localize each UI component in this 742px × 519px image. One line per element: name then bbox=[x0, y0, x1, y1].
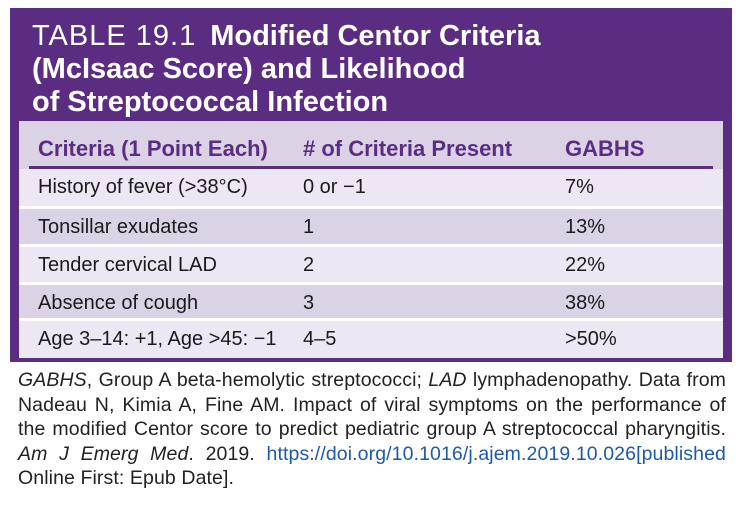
table-header: Criteria (1 Point Each) # of Criteria Pr… bbox=[29, 130, 713, 169]
cell-count: 4–5 bbox=[303, 328, 337, 350]
cell-gabhs: 22% bbox=[565, 254, 606, 276]
table-row: Age 3–14: +1, Age >45: −1 4–5 >50% bbox=[19, 321, 723, 358]
table-row: Tonsillar exudates 1 13% bbox=[19, 209, 723, 246]
cell-gabhs: 13% bbox=[565, 216, 606, 238]
citation-tail: Online First: Epub Date]. bbox=[18, 467, 235, 489]
cell-gabhs: 38% bbox=[565, 292, 606, 314]
table-label: TABLE 19.1 bbox=[32, 20, 197, 52]
title-line-3: of Streptococcal Infection bbox=[32, 86, 389, 118]
table-row: Absence of cough 3 38% bbox=[19, 285, 723, 322]
cell-criteria: Age 3–14: +1, Age >45: −1 bbox=[38, 328, 277, 350]
title-text-1: Modified Centor Criteria bbox=[210, 20, 541, 52]
abbr-lad: LAD bbox=[428, 369, 467, 391]
cell-criteria: Absence of cough bbox=[38, 292, 199, 314]
citation-year: . 2019. bbox=[188, 442, 267, 465]
row-divider bbox=[19, 282, 723, 285]
table-footnote: GABHS, Group A beta-hemolytic streptococ… bbox=[18, 368, 726, 491]
criteria-table: Criteria (1 Point Each) # of Criteria Pr… bbox=[19, 121, 723, 358]
cell-count: 3 bbox=[303, 292, 315, 314]
def-gabhs: , Group A beta-hemolytic streptococci; bbox=[86, 369, 429, 391]
cell-criteria: Tonsillar exudates bbox=[38, 216, 199, 238]
table-title: TABLE 19.1 Modified Centor Criteria (McIs… bbox=[32, 20, 732, 119]
cell-gabhs: 7% bbox=[565, 176, 594, 198]
header-criteria: Criteria (1 Point Each) bbox=[38, 136, 268, 161]
header-gabhs: GABHS bbox=[565, 136, 645, 161]
published-link[interactable]: [published bbox=[636, 442, 726, 465]
row-divider bbox=[19, 244, 723, 247]
def-lad-and-source: lymphadenopathy. Data from Nadeau N, Kim… bbox=[18, 369, 726, 440]
row-divider bbox=[19, 206, 723, 209]
cell-gabhs: >50% bbox=[565, 328, 617, 350]
title-line-2: (McIsaac Score) and Likelihood bbox=[32, 53, 466, 85]
header-count: # of Criteria Present bbox=[303, 136, 513, 161]
journal-name: Am J Emerg Med bbox=[18, 442, 189, 465]
table-row: Tender cervical LAD 2 22% bbox=[19, 247, 723, 284]
abbr-gabhs: GABHS bbox=[18, 369, 87, 391]
cell-criteria: Tender cervical LAD bbox=[38, 254, 217, 276]
table-row: History of fever (>38°C) 0 or −1 7% bbox=[19, 169, 723, 206]
doi-link[interactable]: https://doi.org/10.1016/j.ajem.2019.10.0… bbox=[266, 442, 637, 465]
title-line-1: TABLE 19.1 Modified Centor Criteria bbox=[32, 20, 732, 53]
cell-count: 1 bbox=[303, 216, 315, 238]
cell-count: 2 bbox=[303, 254, 315, 276]
cell-criteria: History of fever (>38°C) bbox=[38, 176, 248, 198]
cell-count: 0 or −1 bbox=[303, 176, 366, 198]
table-frame: TABLE 19.1 Modified Centor Criteria (McIs… bbox=[10, 8, 732, 362]
row-divider bbox=[19, 318, 723, 321]
